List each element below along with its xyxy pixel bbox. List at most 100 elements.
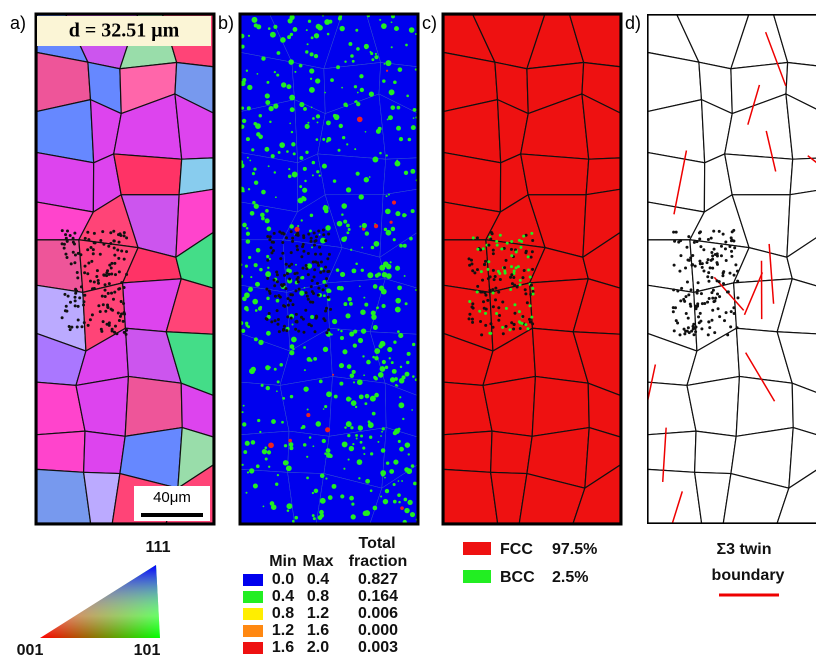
kam-spot bbox=[377, 440, 380, 443]
kam-spot bbox=[264, 457, 268, 461]
bcc-dot bbox=[276, 317, 280, 321]
kam-spot bbox=[311, 160, 316, 165]
kam-spot bbox=[380, 495, 383, 498]
kam-spot bbox=[400, 506, 404, 511]
bcc-dot bbox=[79, 253, 83, 257]
bcc-dot bbox=[91, 248, 95, 252]
kam-spot bbox=[303, 286, 306, 289]
bcc-dot bbox=[118, 314, 122, 318]
bcc-dot bbox=[468, 312, 472, 316]
kam-spot bbox=[341, 236, 347, 242]
bcc-dot bbox=[732, 239, 736, 243]
bcc-dot bbox=[482, 306, 486, 310]
table-cell: 0.006 bbox=[358, 605, 398, 622]
kam-spot bbox=[242, 422, 247, 427]
kam-spot bbox=[343, 467, 346, 470]
bcc-dot bbox=[297, 329, 301, 333]
bcc-dot bbox=[489, 237, 493, 241]
grain bbox=[585, 157, 621, 196]
bcc-dot bbox=[307, 232, 311, 236]
kam-spot bbox=[258, 114, 262, 118]
bcc-dot bbox=[294, 312, 298, 316]
bcc-dot bbox=[309, 300, 313, 304]
kam-spot bbox=[412, 107, 417, 112]
kam-spot bbox=[253, 121, 258, 126]
bcc-dot bbox=[73, 231, 77, 235]
bcc-dot bbox=[63, 292, 67, 296]
kam-spot bbox=[403, 497, 408, 502]
bcc-dot bbox=[287, 264, 291, 268]
bcc-dot bbox=[122, 257, 126, 261]
kam-spot bbox=[318, 233, 321, 236]
bcc-dot bbox=[493, 274, 497, 278]
kam-spot bbox=[369, 50, 372, 54]
bcc-dot bbox=[268, 235, 272, 239]
bcc-dot bbox=[676, 321, 680, 325]
table-cell: 0.4 bbox=[307, 571, 329, 588]
panel-frame bbox=[238, 12, 420, 526]
bcc-dot bbox=[117, 256, 121, 260]
bcc-dot bbox=[498, 277, 502, 281]
bcc-dot bbox=[75, 271, 79, 275]
map-panel bbox=[441, 12, 623, 526]
kam-spot bbox=[248, 255, 252, 260]
kam-spot bbox=[369, 395, 376, 402]
kam-spot bbox=[350, 54, 354, 58]
kam-spot bbox=[251, 16, 258, 23]
kam-spot bbox=[268, 106, 274, 112]
bcc-dot bbox=[686, 316, 690, 320]
bcc-dot bbox=[104, 309, 108, 313]
bcc-dot bbox=[470, 262, 474, 266]
bcc-dot bbox=[530, 231, 534, 235]
kam-spot bbox=[399, 446, 404, 452]
bcc-dot bbox=[107, 282, 111, 286]
kam-spot bbox=[383, 63, 386, 65]
kam-spot bbox=[309, 77, 313, 80]
kam-spot bbox=[364, 231, 370, 236]
twin-boundary bbox=[747, 84, 761, 125]
bcc-dot bbox=[101, 320, 105, 324]
kam-spot bbox=[345, 313, 351, 319]
bcc-dot bbox=[122, 286, 126, 290]
kam-spot bbox=[361, 222, 368, 229]
bcc-dot bbox=[65, 239, 69, 243]
kam-spot bbox=[292, 348, 295, 351]
bcc-dot bbox=[301, 317, 305, 321]
bcc-dot bbox=[724, 259, 728, 263]
kam-spot bbox=[353, 85, 358, 89]
kam-spot bbox=[363, 296, 366, 299]
bcc-dot bbox=[707, 271, 711, 275]
bcc-dot bbox=[125, 272, 129, 276]
bcc-dot bbox=[82, 303, 86, 307]
kam-spot bbox=[325, 477, 328, 480]
bcc-dot bbox=[512, 327, 516, 331]
kam-spot bbox=[251, 148, 255, 152]
kam-spot bbox=[319, 497, 326, 504]
kam-spot bbox=[380, 448, 386, 453]
bcc-dot bbox=[116, 248, 120, 252]
table-header: fraction bbox=[349, 553, 408, 570]
bcc-dot bbox=[68, 328, 72, 332]
phase-name: FCC bbox=[500, 541, 533, 558]
bcc-dot bbox=[83, 264, 87, 268]
kam-spot bbox=[350, 426, 354, 430]
bcc-dot bbox=[711, 257, 715, 261]
bcc-dot bbox=[522, 234, 526, 238]
bcc-dot bbox=[275, 309, 279, 313]
kam-spot bbox=[363, 452, 366, 455]
table-header: Total bbox=[358, 535, 395, 552]
bcc-dot bbox=[273, 284, 277, 288]
bcc-dot bbox=[734, 263, 738, 267]
bcc-dot bbox=[671, 306, 675, 310]
bcc-dot bbox=[294, 233, 298, 237]
kam-spot bbox=[275, 298, 280, 303]
bcc-dot bbox=[64, 252, 68, 256]
bcc-dot bbox=[110, 291, 114, 295]
bcc-dot bbox=[83, 293, 87, 297]
bcc-dot bbox=[67, 324, 71, 328]
bcc-dot bbox=[267, 289, 271, 293]
kam-spot bbox=[252, 483, 258, 489]
bcc-dot bbox=[726, 290, 730, 294]
bcc-dot bbox=[519, 245, 523, 249]
